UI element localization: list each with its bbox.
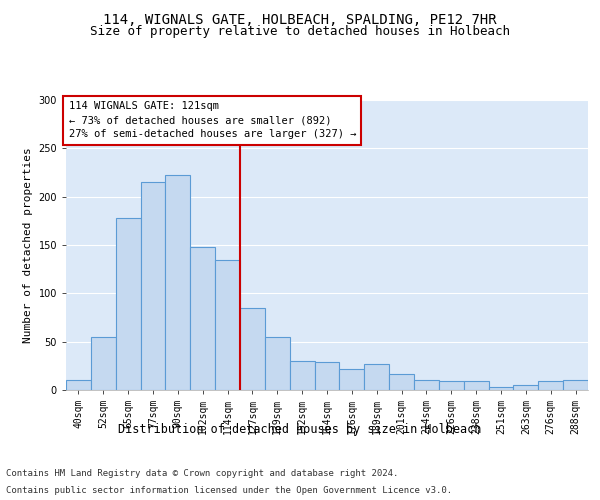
Bar bbox=[514, 385, 538, 390]
Bar bbox=[91, 337, 116, 390]
Bar bbox=[240, 308, 265, 390]
Bar bbox=[265, 337, 290, 390]
Bar bbox=[190, 247, 215, 390]
Bar bbox=[314, 362, 340, 390]
Bar bbox=[66, 380, 91, 390]
Bar bbox=[140, 182, 166, 390]
Bar bbox=[563, 380, 588, 390]
Text: Contains public sector information licensed under the Open Government Licence v3: Contains public sector information licen… bbox=[6, 486, 452, 495]
Bar bbox=[389, 374, 414, 390]
Bar bbox=[290, 361, 314, 390]
Bar bbox=[340, 368, 364, 390]
Bar bbox=[364, 364, 389, 390]
Text: 114, WIGNALS GATE, HOLBEACH, SPALDING, PE12 7HR: 114, WIGNALS GATE, HOLBEACH, SPALDING, P… bbox=[103, 12, 497, 26]
Text: Size of property relative to detached houses in Holbeach: Size of property relative to detached ho… bbox=[90, 25, 510, 38]
Bar bbox=[116, 218, 140, 390]
Text: Distribution of detached houses by size in Holbeach: Distribution of detached houses by size … bbox=[118, 422, 482, 436]
Bar bbox=[439, 382, 464, 390]
Bar bbox=[488, 387, 514, 390]
Bar bbox=[414, 380, 439, 390]
Text: 114 WIGNALS GATE: 121sqm
← 73% of detached houses are smaller (892)
27% of semi-: 114 WIGNALS GATE: 121sqm ← 73% of detach… bbox=[68, 102, 356, 140]
Text: Contains HM Land Registry data © Crown copyright and database right 2024.: Contains HM Land Registry data © Crown c… bbox=[6, 468, 398, 477]
Bar bbox=[215, 260, 240, 390]
Bar bbox=[166, 176, 190, 390]
Bar bbox=[538, 382, 563, 390]
Bar bbox=[464, 382, 488, 390]
Y-axis label: Number of detached properties: Number of detached properties bbox=[23, 147, 33, 343]
